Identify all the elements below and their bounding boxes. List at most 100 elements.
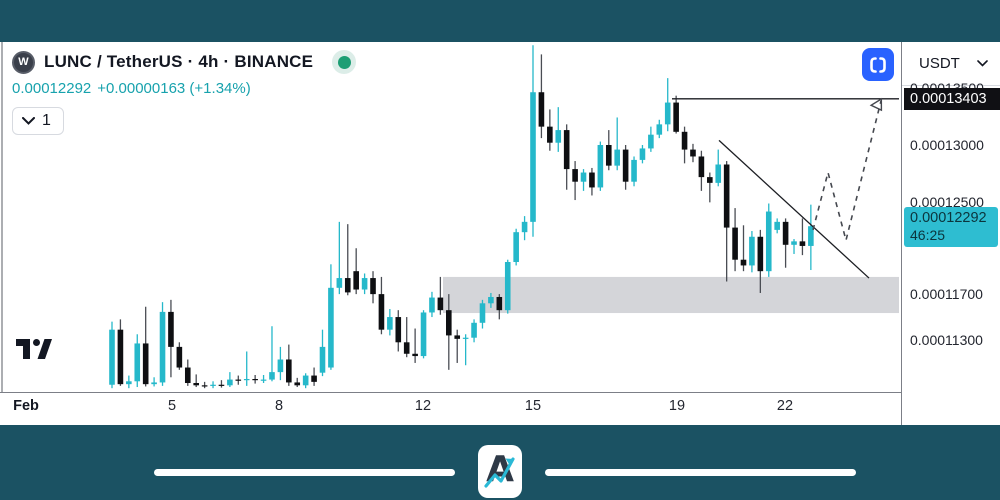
projection-arrowhead [869, 97, 883, 112]
candle-body [782, 221, 789, 245]
candle-body [218, 384, 225, 386]
last-price-badge: 0.00012292 46:25 [904, 207, 998, 248]
candle-body [370, 278, 376, 295]
time-tick-label: 15 [524, 398, 542, 414]
candle-body [184, 367, 191, 384]
price-tick-label: 0.00011300 [910, 332, 983, 348]
candle-body [168, 311, 174, 347]
time-tick-label: 19 [668, 398, 686, 414]
candle-body [765, 211, 772, 272]
last-price-value: 0.00012292 [910, 210, 987, 227]
watermark-letter: A [486, 449, 514, 490]
top-banner [0, 0, 1000, 42]
candle-body [681, 131, 688, 150]
candle-body [437, 297, 444, 311]
candle-body [277, 359, 284, 373]
candle-body [589, 172, 595, 188]
candle-body [521, 221, 528, 233]
candle-body [235, 379, 242, 381]
candle-body [446, 310, 452, 336]
price-axis[interactable]: USDT 0.000135000.000130000.000125000.000… [901, 42, 1000, 425]
symbol-title[interactable]: LUNC / TetherUS · 4h · BINANCE [44, 52, 314, 71]
candle-body [462, 337, 469, 339]
time-tick-label: 5 [167, 398, 177, 414]
price-tick-label: 0.00011700 [910, 286, 983, 303]
candle-body [808, 226, 814, 246]
candle-body [774, 221, 780, 230]
candle-body [344, 278, 351, 293]
arrow-up-icon [484, 457, 515, 488]
candle-body [252, 379, 258, 381]
candle-body [176, 346, 183, 368]
support-zone [443, 276, 899, 314]
candle-body [690, 149, 696, 157]
price-readout: 0.00012292 +0.00000163 (+1.34%) [12, 80, 356, 97]
candle-body [117, 329, 124, 385]
divider-line-right [545, 469, 856, 476]
candle-body [631, 159, 637, 182]
candle-body [243, 379, 250, 381]
chevron-down-icon [22, 117, 35, 125]
candle-body [353, 271, 359, 290]
time-axis[interactable]: Feb 5 8 12 15 19 22 [0, 392, 1000, 418]
price-tick-label: 0.00013000 [910, 137, 984, 153]
currency-select[interactable]: USDT [902, 42, 1000, 86]
candle-body [159, 311, 166, 383]
candle-body [504, 262, 511, 311]
candle-body [126, 381, 132, 385]
time-tick-label: 8 [274, 398, 284, 414]
candle-body [328, 287, 334, 368]
candle-body [740, 259, 747, 266]
currency-value: USDT [919, 55, 960, 72]
candle-body [420, 312, 427, 357]
candle-body [361, 278, 368, 290]
candle-body [673, 102, 679, 132]
candle-body [227, 379, 233, 386]
candle-body [639, 148, 646, 160]
market-open-dot-icon [337, 55, 351, 69]
candle-body [471, 322, 477, 338]
candle-body [698, 156, 705, 178]
watermark-logo: A [478, 445, 522, 498]
candle-body [286, 359, 292, 383]
candle-body [715, 164, 722, 183]
candle-body [622, 149, 629, 182]
candle-body [142, 343, 149, 385]
candle-body [664, 102, 671, 125]
candle-body [302, 375, 309, 386]
candle-body [572, 169, 578, 182]
screenshot-button[interactable] [862, 48, 894, 81]
candle-body [378, 294, 385, 330]
time-tick-label: 12 [414, 398, 432, 414]
candle-body [336, 278, 343, 288]
market-status-indicator[interactable] [332, 50, 357, 74]
candle-body [547, 126, 553, 143]
tradingview-logo[interactable] [16, 339, 52, 365]
chevron-down-icon [977, 60, 988, 67]
candle-body [749, 236, 755, 266]
price-chart-canvas[interactable] [0, 42, 901, 392]
trendline [718, 139, 870, 279]
bottom-banner: A [0, 425, 1000, 500]
candle-body [648, 134, 654, 149]
candle-body [479, 303, 486, 323]
divider-line-left [154, 469, 455, 476]
last-price: 0.00012292 [12, 80, 92, 97]
camera-brackets-icon [870, 56, 886, 73]
price-change: +0.00000163 (+1.34%) [97, 80, 251, 97]
candle-body [412, 353, 418, 357]
candle-body [395, 317, 402, 343]
time-tick-label: Feb [13, 398, 39, 414]
candle-body [799, 241, 806, 246]
bar-countdown: 46:25 [910, 227, 946, 244]
candlestick-plot[interactable] [0, 42, 901, 392]
line-price-badge: 0.00013403 [904, 87, 1000, 110]
time-tick-label: 22 [776, 398, 794, 414]
chart-app: W LUNC / TetherUS · 4h · BINANCE 0.00012… [0, 42, 1000, 425]
objects-tree-button[interactable]: 1 [12, 107, 64, 135]
candle-body [732, 227, 738, 260]
candle-body [294, 382, 301, 386]
candle-body [387, 317, 393, 330]
price-tick-label: 0.00012500 [910, 194, 984, 211]
candle-body [496, 296, 503, 311]
